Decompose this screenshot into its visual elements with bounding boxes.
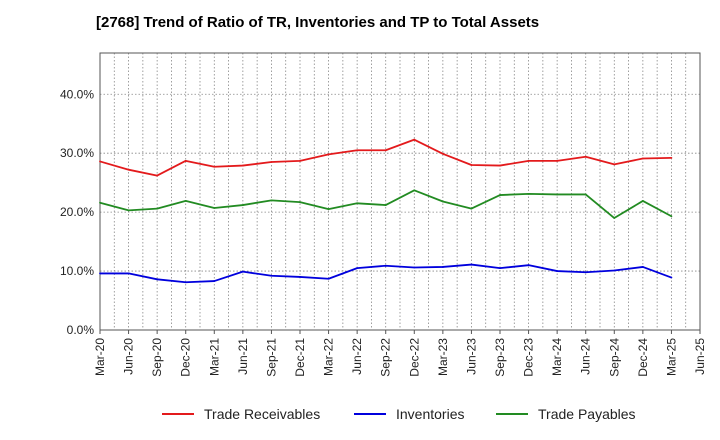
data-point-trade-payables <box>641 200 644 202</box>
data-point-trade-payables <box>127 209 130 212</box>
x-tick-label: Sep-21 <box>264 338 278 377</box>
data-point-inventories <box>241 270 244 273</box>
data-point-trade-payables <box>99 201 101 204</box>
y-tick-label: 10.0% <box>60 264 94 278</box>
data-point-trade-receivables <box>184 159 187 162</box>
data-point-trade-receivables <box>127 168 130 171</box>
data-point-trade-receivables <box>270 161 273 163</box>
x-tick-label: Sep-23 <box>493 338 507 377</box>
x-tick-label: Dec-23 <box>522 338 536 377</box>
data-point-trade-payables <box>327 208 330 211</box>
data-point-trade-receivables <box>670 157 673 159</box>
y-tick-label: 0.0% <box>67 323 95 337</box>
data-point-trade-receivables <box>584 155 587 158</box>
x-tick-label: Jun-25 <box>693 338 707 375</box>
data-point-trade-payables <box>499 194 501 196</box>
x-tick-label: Dec-21 <box>293 338 307 377</box>
data-point-inventories <box>356 267 359 270</box>
data-point-trade-payables <box>413 189 416 192</box>
x-tick-label: Dec-24 <box>636 338 650 377</box>
x-tick-label: Sep-22 <box>379 338 393 377</box>
data-point-inventories <box>413 266 416 269</box>
data-point-inventories <box>527 264 530 267</box>
data-point-trade-payables <box>584 193 587 196</box>
x-tick-label: Mar-24 <box>550 338 564 376</box>
data-point-trade-receivables <box>613 163 616 166</box>
x-tick-label: Sep-20 <box>150 338 164 377</box>
plot-frame <box>99 52 701 331</box>
data-point-trade-receivables <box>99 160 101 163</box>
data-point-trade-receivables <box>441 152 444 155</box>
data-point-trade-receivables <box>556 159 559 162</box>
legend-label-trade-receivables: Trade Receivables <box>204 406 320 422</box>
x-tick-label: Mar-21 <box>207 338 221 376</box>
data-point-trade-receivables <box>156 174 159 177</box>
data-point-inventories <box>613 269 616 272</box>
data-point-trade-payables <box>241 204 244 206</box>
data-point-trade-payables <box>441 200 444 203</box>
x-tick-label: Jun-21 <box>236 338 250 375</box>
data-point-trade-payables <box>527 192 530 195</box>
data-point-trade-payables <box>270 199 273 202</box>
data-point-inventories <box>327 277 330 280</box>
data-point-trade-payables <box>184 200 187 202</box>
legend-label-trade-payables: Trade Payables <box>538 406 636 422</box>
y-tick-label: 30.0% <box>60 146 94 160</box>
y-tick-label: 20.0% <box>60 205 94 219</box>
data-point-trade-payables <box>384 204 387 206</box>
y-tick-label: 40.0% <box>60 87 94 101</box>
x-tick-label: Mar-23 <box>436 338 450 376</box>
x-tick-label: Jun-24 <box>579 338 593 375</box>
data-point-trade-receivables <box>470 164 473 166</box>
data-point-trade-payables <box>556 193 559 196</box>
data-point-inventories <box>499 267 501 270</box>
x-tick-label: Mar-20 <box>93 338 107 376</box>
data-point-inventories <box>556 270 559 272</box>
data-point-inventories <box>299 276 301 278</box>
data-point-trade-receivables <box>327 153 330 156</box>
data-point-inventories <box>641 266 644 268</box>
data-point-inventories <box>213 280 216 282</box>
data-point-inventories <box>127 272 130 275</box>
x-tick-label: Sep-24 <box>607 338 621 377</box>
data-point-trade-payables <box>156 207 159 210</box>
data-point-inventories <box>670 276 673 279</box>
data-point-trade-receivables <box>641 157 644 160</box>
x-tick-label: Dec-20 <box>179 338 193 377</box>
data-point-trade-payables <box>213 207 216 209</box>
data-point-trade-payables <box>670 215 673 218</box>
data-point-inventories <box>441 266 444 268</box>
data-point-trade-payables <box>470 207 473 210</box>
x-tick-label: Jun-22 <box>350 338 364 375</box>
data-point-inventories <box>184 281 187 284</box>
data-point-trade-payables <box>299 201 301 204</box>
data-point-inventories <box>384 264 387 267</box>
data-point-trade-receivables <box>384 149 387 152</box>
data-point-trade-payables <box>356 202 359 205</box>
data-point-inventories <box>470 263 473 266</box>
x-tick-label: Mar-22 <box>322 338 336 376</box>
x-tick-label: Mar-25 <box>664 338 678 376</box>
legend-label-inventories: Inventories <box>396 406 464 422</box>
x-tick-label: Dec-22 <box>407 338 421 377</box>
chart-title: [2768] Trend of Ratio of TR, Inventories… <box>96 14 540 31</box>
x-tick-label: Jun-20 <box>122 338 136 375</box>
data-point-inventories <box>270 274 273 277</box>
data-point-trade-receivables <box>413 138 416 141</box>
data-point-trade-receivables <box>499 164 501 167</box>
data-point-inventories <box>99 272 101 275</box>
data-point-inventories <box>156 278 159 281</box>
data-point-trade-receivables <box>213 165 216 168</box>
data-point-trade-receivables <box>299 159 301 162</box>
x-tick-label: Jun-23 <box>464 338 478 375</box>
data-point-trade-payables <box>613 217 616 219</box>
data-point-trade-receivables <box>527 159 530 162</box>
data-point-inventories <box>584 271 587 274</box>
data-point-trade-receivables <box>241 164 244 167</box>
data-point-trade-receivables <box>356 149 359 152</box>
